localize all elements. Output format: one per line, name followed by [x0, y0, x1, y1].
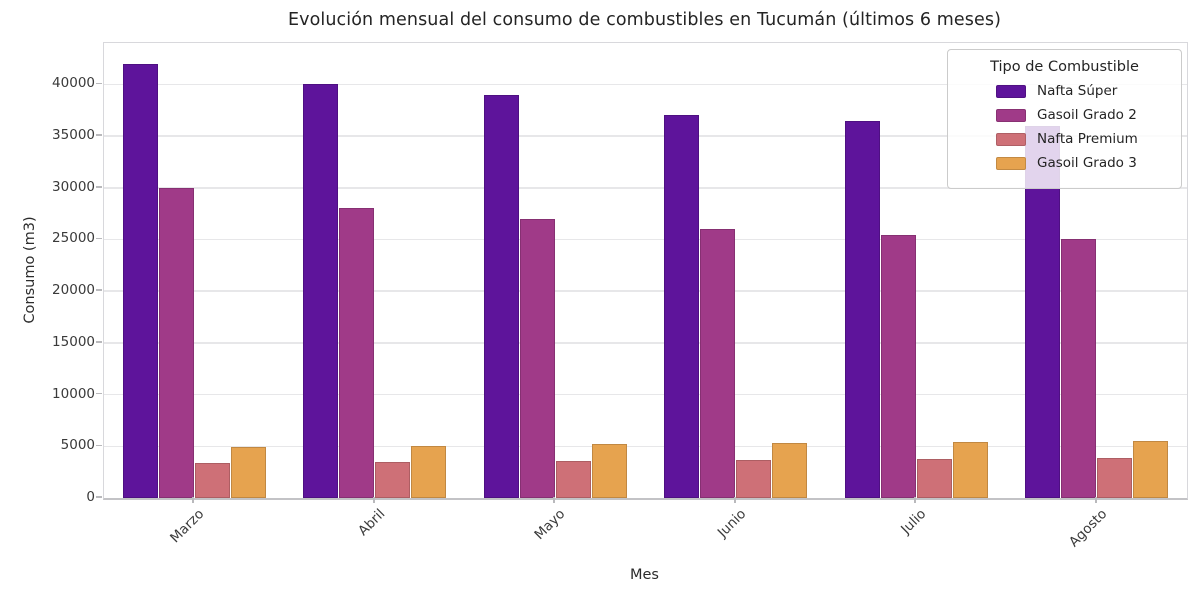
gridline-25000 [104, 238, 1187, 241]
x-tick-mark [733, 497, 736, 503]
y-tick-label: 25000 [52, 230, 95, 247]
y-tick-label: 20000 [52, 282, 95, 299]
x-tick-mark [553, 497, 556, 503]
bar-gasoil-grado-2-agosto [1061, 239, 1097, 498]
y-tick-mark [96, 134, 102, 136]
gridline-15000 [104, 342, 1187, 344]
bar-nafta-super-mayo [483, 94, 519, 498]
legend-items: Nafta Súper Gasoil Grado 2 Nafta Premium Ga… [962, 83, 1167, 171]
x-tick-label-junio: Junio [714, 506, 750, 541]
bar-nafta-premium-julio [916, 458, 952, 498]
gridline-10000 [104, 393, 1187, 396]
bar-gasoil-grado-3-abril [411, 446, 447, 498]
bar-gasoil-grado-3-agosto [1133, 441, 1169, 498]
bar-nafta-premium-junio [736, 459, 772, 498]
legend: Tipo de Combustible Nafta Súper Gasoil Gr… [947, 49, 1182, 189]
y-tick-mark [96, 341, 102, 343]
y-tick-label: 5000 [60, 437, 95, 454]
bar-gasoil-grado-3-junio [772, 443, 808, 498]
x-tick-mark [1094, 497, 1097, 503]
x-axis-label: Mes [630, 567, 659, 583]
x-tick-label-agosto: Agosto [1065, 506, 1111, 551]
legend-swatch-gasoil-grado-2 [996, 108, 1026, 122]
y-tick-label: 40000 [52, 75, 95, 92]
legend-label-gasoil-grado-2: Gasoil Grado 2 [1037, 107, 1137, 123]
y-tick-mark [96, 289, 102, 291]
x-tick-mark [372, 497, 375, 503]
bar-nafta-super-junio [664, 115, 700, 498]
y-tick-label: 30000 [52, 178, 95, 195]
y-tick-mark [96, 392, 102, 395]
legend-label-nafta-premium: Nafta Premium [1037, 131, 1138, 147]
x-tick-label-marzo: Marzo [167, 506, 208, 547]
x-tick-mark [914, 497, 917, 503]
legend-item-gasoil-grado-3: Gasoil Grado 3 [996, 155, 1163, 171]
gridline-30000 [104, 186, 1187, 189]
bar-gasoil-grado-2-abril [339, 208, 375, 498]
y-tick-label: 0 [86, 489, 95, 505]
gridline-5000 [104, 445, 1187, 448]
bar-nafta-super-julio [844, 120, 880, 498]
bar-nafta-super-marzo [122, 63, 158, 498]
legend-label-nafta-super: Nafta Súper [1037, 83, 1118, 99]
legend-item-gasoil-grado-2: Gasoil Grado 2 [996, 107, 1163, 123]
bar-nafta-premium-agosto [1097, 457, 1133, 498]
gridline-20000 [104, 290, 1187, 292]
y-tick-mark [96, 82, 102, 85]
gridline-40000 [104, 83, 1187, 86]
x-tick-mark [192, 497, 195, 503]
bar-gasoil-grado-2-junio [700, 229, 736, 498]
bar-gasoil-grado-2-marzo [158, 187, 194, 498]
bar-gasoil-grado-2-julio [880, 235, 916, 498]
legend-item-nafta-premium: Nafta Premium [996, 131, 1163, 147]
bar-nafta-super-abril [303, 84, 339, 498]
bar-gasoil-grado-3-mayo [591, 444, 627, 498]
chart-title: Evolución mensual del consumo de combust… [287, 10, 1002, 30]
legend-title: Tipo de Combustible [990, 59, 1139, 75]
y-tick-mark [96, 237, 102, 240]
x-tick-label-julio: Julio [898, 506, 930, 538]
legend-swatch-nafta-super [996, 84, 1026, 98]
y-tick-label: 10000 [52, 385, 95, 402]
y-tick-label: 15000 [52, 333, 95, 350]
legend-swatch-gasoil-grado-3 [996, 156, 1026, 170]
legend-label-gasoil-grado-3: Gasoil Grado 3 [1037, 155, 1137, 171]
bar-nafta-premium-abril [375, 461, 411, 498]
x-tick-label-abril: Abril [354, 506, 389, 540]
bar-nafta-premium-mayo [555, 460, 591, 498]
bar-gasoil-grado-3-julio [952, 442, 988, 498]
bar-gasoil-grado-3-marzo [230, 447, 266, 498]
legend-swatch-nafta-premium [996, 132, 1026, 146]
y-tick-mark [96, 444, 102, 447]
plot-area: Tipo de Combustible Nafta Súper Gasoil Gr… [103, 42, 1188, 500]
y-tick-mark [96, 185, 102, 188]
x-tick-label-mayo: Mayo [531, 506, 569, 543]
y-tick-mark [96, 496, 102, 498]
legend-item-nafta-super: Nafta Súper [996, 83, 1163, 99]
gridline-35000 [104, 135, 1187, 137]
bar-nafta-premium-marzo [194, 462, 230, 498]
y-tick-label: 35000 [52, 127, 95, 144]
bar-gasoil-grado-2-mayo [519, 218, 555, 498]
